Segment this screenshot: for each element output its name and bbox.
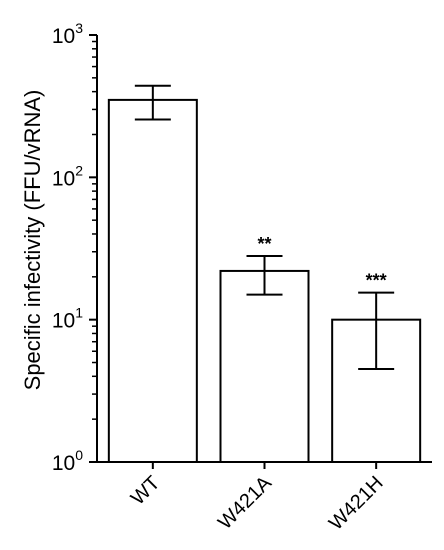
y-tick-label: 100 bbox=[52, 447, 83, 475]
bar-w421a bbox=[219, 269, 310, 463]
bars: ***** bbox=[107, 84, 422, 463]
y-axis-label: Specific infectivity (FFU/vRNA) bbox=[20, 90, 45, 391]
x-tick-label: W421A bbox=[214, 472, 276, 534]
y-tick-label: 102 bbox=[52, 162, 83, 190]
x-tick-label: WT bbox=[127, 472, 165, 510]
x-tick-label: W421H bbox=[325, 472, 388, 535]
significance-label: *** bbox=[366, 271, 387, 291]
bar-wt bbox=[107, 98, 198, 463]
x-axis: WT W421A W421H bbox=[97, 461, 432, 535]
y-tick-label: 101 bbox=[52, 305, 83, 333]
y-tick-label: 103 bbox=[52, 20, 83, 48]
significance-label: ** bbox=[257, 234, 271, 254]
y-axis: 100 101 102 103 bbox=[52, 20, 98, 475]
